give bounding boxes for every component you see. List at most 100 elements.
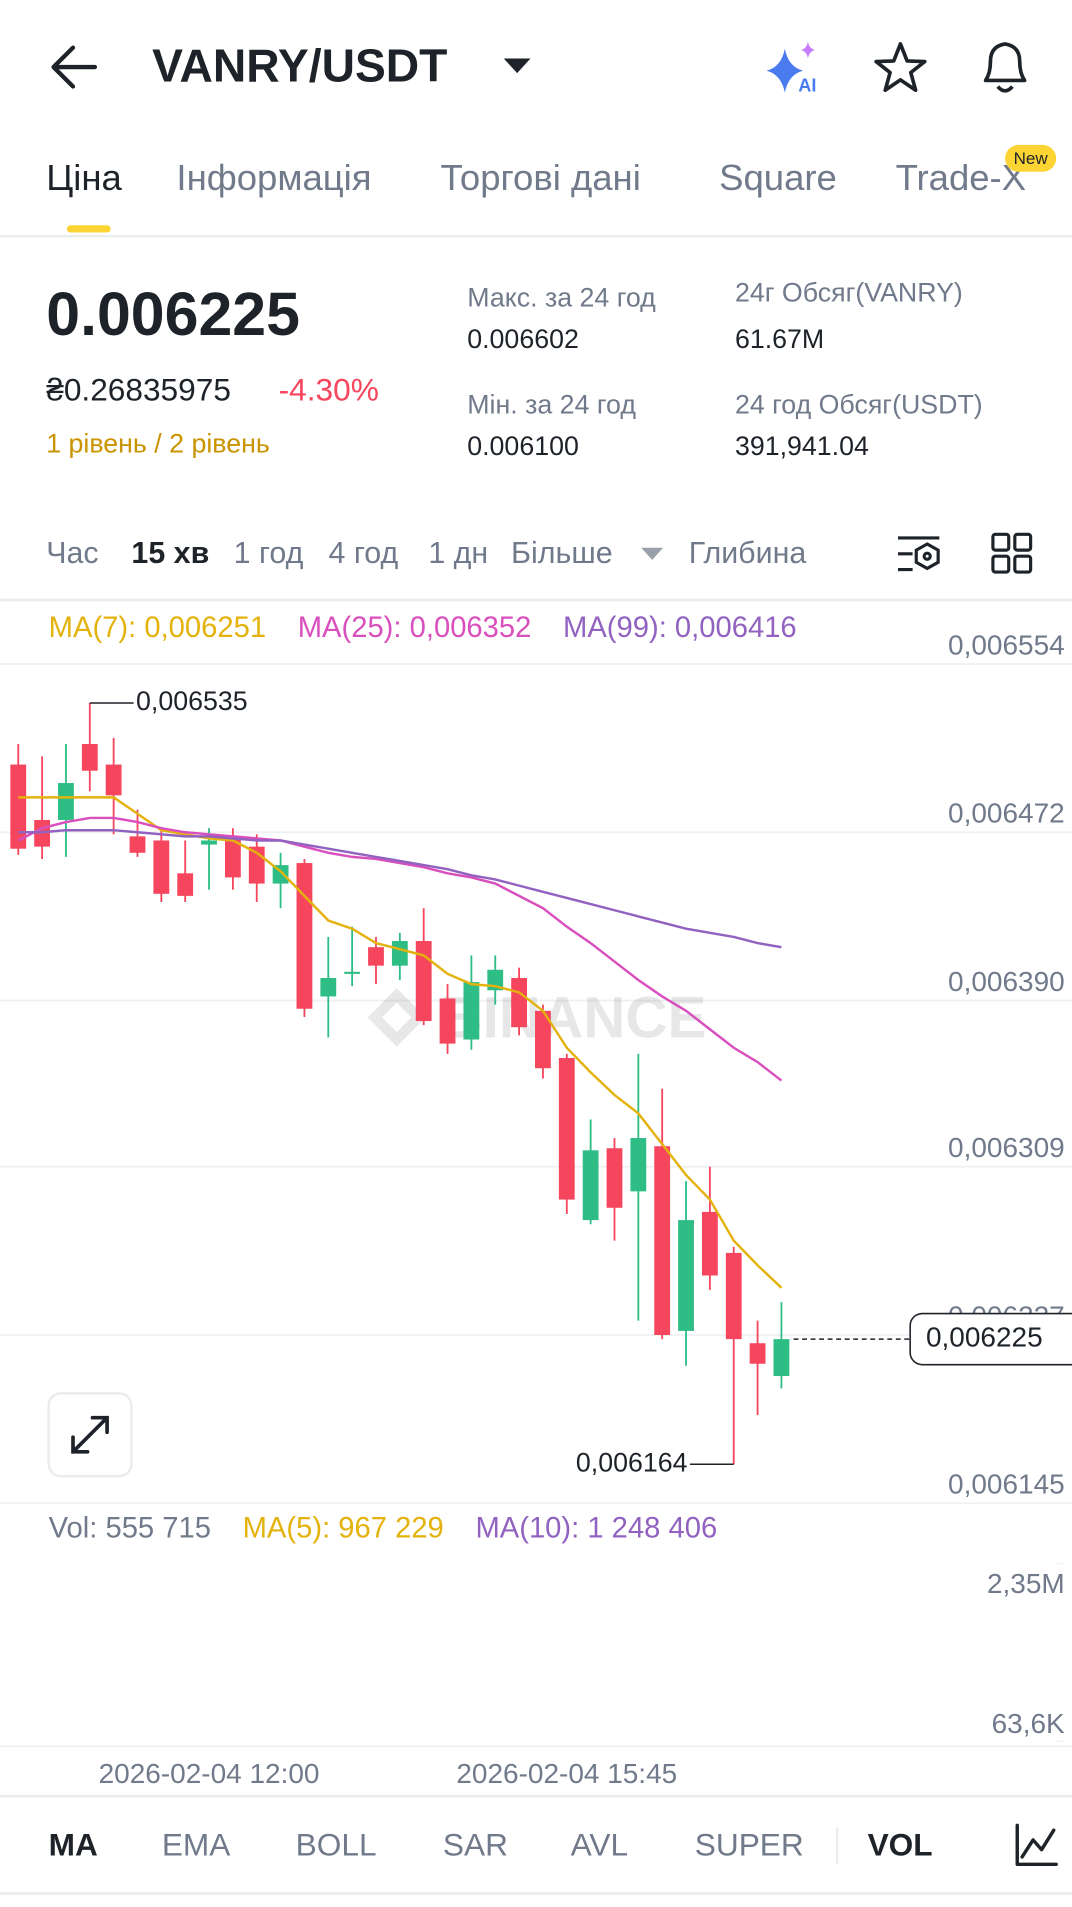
alert-button[interactable] [983, 42, 1027, 93]
candle-body [153, 840, 170, 894]
low-label: 0,006164 [576, 1447, 688, 1477]
indicator-tab[interactable]: SUPER [695, 1827, 804, 1863]
candle-body [58, 783, 74, 820]
interval[interactable]: 1 дн [428, 536, 488, 570]
x-tick-label: 2026-02-04 12:00 [99, 1758, 320, 1789]
candle-body [177, 873, 194, 896]
candle-body [105, 764, 122, 796]
ma-legend: MA(99): 0,006416 [563, 612, 797, 644]
back-button[interactable] [51, 45, 98, 89]
tab[interactable]: Торгові дані [440, 157, 640, 198]
ma-line [18, 829, 782, 949]
candle-body [296, 863, 313, 1009]
fullscreen-button[interactable] [47, 1392, 133, 1478]
candle-body [463, 982, 480, 1040]
y-tick-label: 0,006390 [948, 966, 1065, 997]
candle-body [773, 1339, 790, 1377]
chart-settings-button[interactable] [897, 536, 940, 572]
candle-body [320, 977, 337, 997]
indicator-tab[interactable]: BOLL [296, 1827, 377, 1863]
tab[interactable]: Trade-X [896, 157, 1027, 198]
stat-value: 0.006602 [467, 324, 579, 354]
indicator-tab[interactable]: AVL [571, 1827, 628, 1863]
more-dropdown[interactable] [641, 547, 664, 560]
high-label: 0,006535 [136, 686, 248, 716]
ma-legend: MA(7): 0,006251 [49, 612, 266, 644]
new-badge: New [1014, 149, 1049, 168]
volume-tick-label: 63,6K [992, 1708, 1065, 1739]
tab-indicator [66, 225, 111, 233]
interval[interactable]: 1 год [234, 536, 304, 570]
candle-body [224, 838, 241, 878]
volume-tick-label: 2,35M [987, 1568, 1065, 1599]
last-price-label: 0,006225 [926, 1321, 1043, 1352]
candle-body [511, 977, 527, 1028]
candle-body [701, 1211, 718, 1276]
interval[interactable]: 4 год [329, 536, 399, 570]
candle-body [725, 1252, 742, 1340]
candle-body [368, 947, 384, 966]
candle-body [582, 1150, 599, 1221]
candle-body [606, 1148, 623, 1208]
candle-body [81, 744, 98, 771]
ma-legend: MA(25): 0,006352 [298, 612, 532, 644]
candle-body [391, 941, 408, 966]
pair-title[interactable]: VANRY/USDT [152, 40, 447, 92]
indicator-tab[interactable]: MA [49, 1827, 98, 1863]
candle-body [630, 1138, 647, 1192]
volume-legend: MA(10): 1 248 406 [475, 1512, 717, 1544]
watermark-text: BINANCE [440, 986, 706, 1051]
candle-body [654, 1146, 671, 1336]
y-tick-label: 0,006472 [948, 798, 1065, 829]
y-tick-label: 0,006145 [948, 1469, 1065, 1500]
candle-body [535, 1010, 551, 1069]
depth-tab[interactable]: Глибина [689, 536, 807, 570]
candlestick-chart: 0,0065540,0064720,0063900,0063090,006227… [0, 612, 1072, 1789]
candle-body [415, 941, 432, 1022]
stat-label: Мін. за 24 год [467, 390, 636, 420]
interval-label: Час [46, 536, 98, 570]
price-change: -4.30% [279, 371, 379, 407]
interval-more[interactable]: Більше [511, 536, 613, 570]
candle-body [749, 1343, 766, 1364]
x-tick-label: 2026-02-04 15:45 [456, 1758, 677, 1789]
indicator-tab[interactable]: VOL [868, 1827, 933, 1863]
stat-label: 24г Обсяг(VANRY) [735, 278, 963, 308]
pair-dropdown[interactable] [503, 58, 531, 74]
interval[interactable]: 15 хв [131, 536, 209, 570]
ma-line [18, 796, 783, 1289]
tab[interactable]: Ціна [46, 157, 122, 198]
candle-body [439, 998, 456, 1044]
tab[interactable]: Інформація [176, 157, 371, 198]
fiat-price: ₴0.26835975 [46, 371, 231, 407]
watermark-logo [367, 988, 426, 1047]
ai-button[interactable]: AI [766, 41, 817, 96]
candle-body [344, 971, 361, 974]
volume-legend: Vol: 555 715 [49, 1512, 211, 1544]
stat-label: Макс. за 24 год [467, 283, 656, 313]
candle-body [129, 836, 146, 853]
candle-body [201, 840, 217, 845]
stat-value: 61.67M [735, 324, 824, 354]
y-tick-label: 0,006309 [948, 1132, 1065, 1163]
indicator-tab[interactable]: SAR [443, 1827, 508, 1863]
tab[interactable]: Square [719, 157, 837, 198]
indicator-settings-button[interactable] [1015, 1823, 1058, 1866]
candle-body [558, 1057, 575, 1200]
stat-value: 0.006100 [467, 431, 579, 461]
candle-body [10, 764, 27, 849]
level-link[interactable]: 1 рівень / 2 рівень [46, 429, 270, 459]
ma-line [17, 816, 783, 1082]
candle-body [678, 1220, 694, 1331]
layout-button[interactable] [991, 532, 1033, 574]
svg-text:AI: AI [798, 74, 816, 95]
stat-label: 24 год Обсяг(USDT) [735, 390, 983, 420]
new-badge-bg [1005, 144, 1057, 172]
volume-legend: MA(5): 967 229 [243, 1512, 444, 1544]
favorite-button[interactable] [874, 42, 927, 93]
stat-value: 391,941.04 [735, 431, 869, 461]
last-price: 0.006225 [46, 280, 300, 348]
indicator-tab[interactable]: EMA [162, 1827, 231, 1863]
